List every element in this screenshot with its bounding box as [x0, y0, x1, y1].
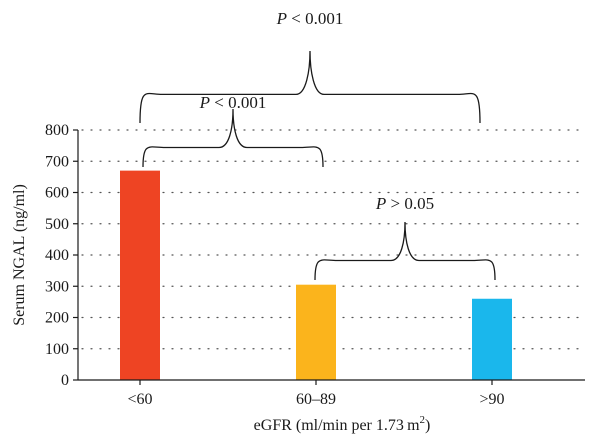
x-axis-title-close: ) [425, 417, 430, 434]
bar [472, 298, 512, 380]
bar-layer [120, 170, 512, 380]
y-axis-title: Serum NGAL (ng/ml) [11, 184, 28, 326]
y-tick-label: 700 [45, 153, 69, 170]
y-tick-label: 600 [45, 185, 69, 202]
bar [120, 170, 160, 380]
p-threshold: 0.001 [305, 9, 343, 28]
x-tick-label: <60 [127, 391, 152, 408]
p-symbol: P [375, 194, 386, 213]
x-tick-labels: <60 60–89 >90 [127, 380, 505, 408]
p-operator: < [210, 93, 228, 112]
y-tick-label: 500 [45, 216, 69, 233]
p-value-label: P < 0.001 [199, 93, 267, 112]
significance-brace [314, 221, 496, 281]
p-operator: > [386, 194, 404, 213]
y-tick-label: 200 [45, 310, 69, 327]
p-symbol: P [199, 93, 210, 112]
x-axis-title: eGFR (ml/min per 1.73 m2) [254, 414, 431, 434]
x-tick-label: >90 [479, 391, 504, 408]
x-axis-title-main: eGFR (ml/min per 1.73 m [254, 417, 420, 434]
y-tick-label: 300 [45, 278, 69, 295]
p-value-label: P < 0.001 [276, 9, 344, 28]
y-tick-label: 800 [45, 122, 69, 139]
significance-brace [139, 50, 481, 124]
y-tick-label: 400 [45, 247, 69, 264]
y-tick-label: 100 [45, 341, 69, 358]
p-operator: < [287, 9, 305, 28]
y-tick-label: 0 [61, 372, 69, 389]
x-tick-label: 60–89 [296, 391, 336, 408]
significance-brace [142, 108, 324, 168]
p-threshold: 0.05 [404, 194, 434, 213]
x-axis-title-superscript: 2 [420, 414, 426, 426]
p-value-label: P > 0.05 [375, 194, 434, 213]
bar [296, 284, 336, 380]
y-tick-labels: 0 100 200 300 400 500 600 700 800 [45, 122, 78, 389]
p-symbol: P [276, 9, 287, 28]
p-threshold: 0.001 [228, 93, 266, 112]
